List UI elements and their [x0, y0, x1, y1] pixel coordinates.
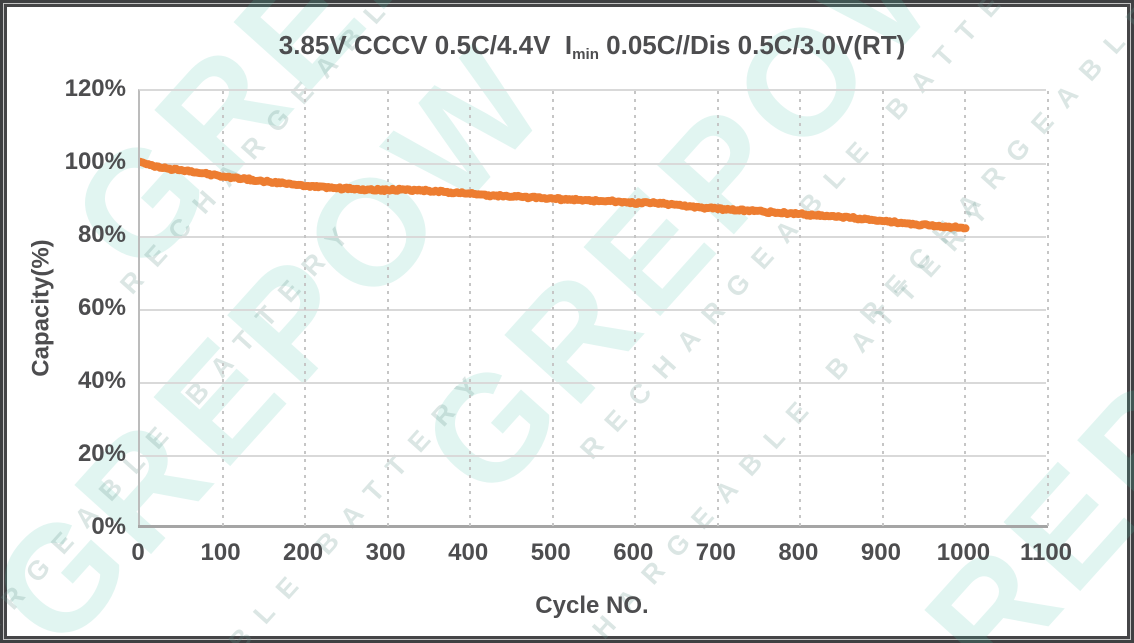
gridline-vertical	[881, 91, 884, 527]
y-tick-label: 80%	[77, 221, 126, 248]
y-tick-label: 40%	[77, 367, 126, 394]
plot-area	[138, 89, 1049, 528]
x-tick-label: 600	[613, 539, 654, 566]
gridline-horizontal	[140, 382, 1046, 384]
gridline-vertical	[551, 91, 554, 527]
x-tick-label: 400	[448, 539, 489, 566]
data-series-capacity	[140, 157, 970, 233]
gridline-vertical	[386, 91, 389, 527]
gridline-horizontal	[140, 236, 1046, 238]
y-tick-label: 100%	[64, 148, 126, 175]
y-tick-label: 20%	[77, 440, 126, 467]
x-tick-label: 200	[283, 539, 324, 566]
x-axis-ticks: 0 100 200 300 400 500 600 700 800 900 1000 1100	[131, 539, 1072, 571]
x-tick-label: 1100	[1019, 539, 1073, 566]
x-tick-label: 800	[778, 539, 819, 566]
gridline-vertical	[634, 91, 637, 527]
chart-title-text: 3.85V CCCV 0.5C/4.4V I	[278, 30, 573, 60]
x-tick-label: 300	[365, 539, 406, 566]
gridline-vertical	[964, 91, 967, 527]
y-tick-label: 60%	[77, 294, 126, 321]
gridline-vertical	[1047, 91, 1049, 527]
gridline-vertical	[221, 91, 224, 527]
chart-title: 3.85V CCCV 0.5C/4.4V Imin 0.05C//Dis 0.5…	[138, 30, 1046, 64]
gridline-vertical	[469, 91, 472, 527]
gridline-vertical	[304, 91, 307, 527]
y-tick-label: 120%	[64, 75, 126, 102]
x-axis-title: Cycle NO.	[535, 592, 649, 619]
x-axis-line	[138, 525, 1048, 528]
gridline-vertical	[799, 91, 802, 527]
y-axis-ticks: 0% 20% 40% 60% 80% 100% 120%	[0, 77, 126, 539]
gridline-horizontal	[140, 163, 1046, 165]
x-tick-label: 500	[530, 539, 571, 566]
x-tick-label: 1000	[936, 539, 991, 566]
x-tick-label: 700	[695, 539, 736, 566]
x-tick-label: 900	[860, 539, 901, 566]
chart-title-suffix: 0.05C//Dis 0.5C/3.0V(RT)	[598, 30, 906, 60]
chart-title-subscript: min	[572, 46, 599, 64]
gridline-vertical	[716, 91, 719, 527]
x-tick-label: 100	[200, 539, 241, 566]
gridline-horizontal	[140, 309, 1046, 311]
y-tick-label: 0%	[91, 513, 126, 540]
gridline-horizontal	[140, 455, 1046, 457]
x-tick-label: 0	[131, 539, 145, 566]
